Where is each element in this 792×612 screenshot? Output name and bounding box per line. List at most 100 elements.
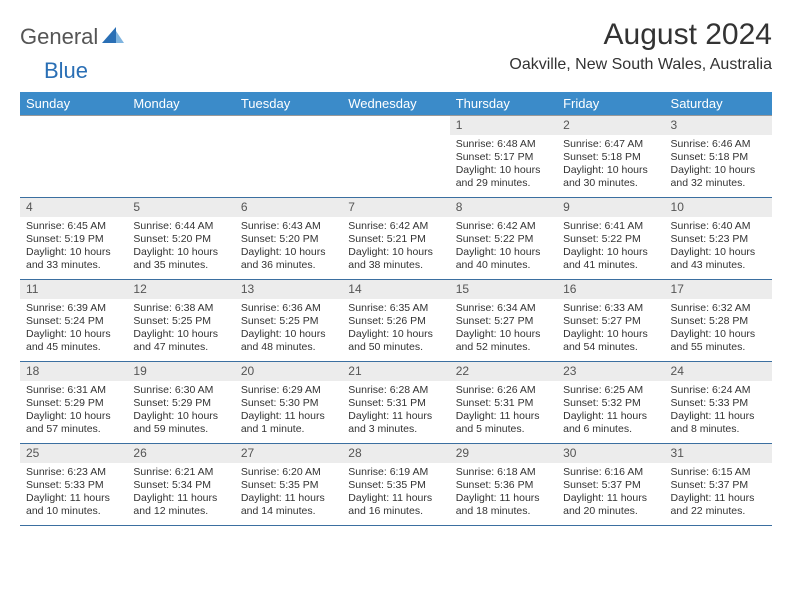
calendar-cell: 22Sunrise: 6:26 AMSunset: 5:31 PMDayligh… <box>450 362 557 444</box>
day-body: Sunrise: 6:39 AMSunset: 5:24 PMDaylight:… <box>20 299 127 359</box>
day-body: Sunrise: 6:21 AMSunset: 5:34 PMDaylight:… <box>127 463 234 523</box>
day-number: 16 <box>557 280 664 299</box>
calendar-cell: 25Sunrise: 6:23 AMSunset: 5:33 PMDayligh… <box>20 444 127 526</box>
day-number: 30 <box>557 444 664 463</box>
calendar-cell: 17Sunrise: 6:32 AMSunset: 5:28 PMDayligh… <box>665 280 772 362</box>
calendar-week-row: 11Sunrise: 6:39 AMSunset: 5:24 PMDayligh… <box>20 280 772 362</box>
calendar-cell: 16Sunrise: 6:33 AMSunset: 5:27 PMDayligh… <box>557 280 664 362</box>
calendar-cell: 28Sunrise: 6:19 AMSunset: 5:35 PMDayligh… <box>342 444 449 526</box>
day-number: 2 <box>557 116 664 135</box>
location: Oakville, New South Wales, Australia <box>509 56 772 74</box>
day-number: 8 <box>450 198 557 217</box>
calendar-cell: 2Sunrise: 6:47 AMSunset: 5:18 PMDaylight… <box>557 116 664 198</box>
calendar-cell: 23Sunrise: 6:25 AMSunset: 5:32 PMDayligh… <box>557 362 664 444</box>
day-body: Sunrise: 6:34 AMSunset: 5:27 PMDaylight:… <box>450 299 557 359</box>
calendar-cell: 30Sunrise: 6:16 AMSunset: 5:37 PMDayligh… <box>557 444 664 526</box>
day-number: 24 <box>665 362 772 381</box>
day-number: 4 <box>20 198 127 217</box>
weekday-header: Friday <box>557 92 664 116</box>
day-body: Sunrise: 6:41 AMSunset: 5:22 PMDaylight:… <box>557 217 664 277</box>
calendar-cell: 26Sunrise: 6:21 AMSunset: 5:34 PMDayligh… <box>127 444 234 526</box>
calendar-cell: 5Sunrise: 6:44 AMSunset: 5:20 PMDaylight… <box>127 198 234 280</box>
calendar-cell: 4Sunrise: 6:45 AMSunset: 5:19 PMDaylight… <box>20 198 127 280</box>
day-number: 15 <box>450 280 557 299</box>
calendar-cell: 29Sunrise: 6:18 AMSunset: 5:36 PMDayligh… <box>450 444 557 526</box>
day-number: 22 <box>450 362 557 381</box>
day-body: Sunrise: 6:40 AMSunset: 5:23 PMDaylight:… <box>665 217 772 277</box>
weekday-header: Tuesday <box>235 92 342 116</box>
calendar-cell: 21Sunrise: 6:28 AMSunset: 5:31 PMDayligh… <box>342 362 449 444</box>
calendar-cell: 19Sunrise: 6:30 AMSunset: 5:29 PMDayligh… <box>127 362 234 444</box>
logo-text-gray: General <box>20 24 98 50</box>
day-body: Sunrise: 6:29 AMSunset: 5:30 PMDaylight:… <box>235 381 342 441</box>
calendar-cell <box>20 116 127 198</box>
day-body: Sunrise: 6:32 AMSunset: 5:28 PMDaylight:… <box>665 299 772 359</box>
calendar-week-row: 1Sunrise: 6:48 AMSunset: 5:17 PMDaylight… <box>20 116 772 198</box>
calendar-cell: 14Sunrise: 6:35 AMSunset: 5:26 PMDayligh… <box>342 280 449 362</box>
calendar-cell: 10Sunrise: 6:40 AMSunset: 5:23 PMDayligh… <box>665 198 772 280</box>
day-number: 17 <box>665 280 772 299</box>
day-number: 26 <box>127 444 234 463</box>
day-number: 14 <box>342 280 449 299</box>
calendar-cell: 13Sunrise: 6:36 AMSunset: 5:25 PMDayligh… <box>235 280 342 362</box>
calendar-body: 1Sunrise: 6:48 AMSunset: 5:17 PMDaylight… <box>20 116 772 526</box>
calendar-week-row: 4Sunrise: 6:45 AMSunset: 5:19 PMDaylight… <box>20 198 772 280</box>
day-number: 11 <box>20 280 127 299</box>
day-body: Sunrise: 6:19 AMSunset: 5:35 PMDaylight:… <box>342 463 449 523</box>
day-body: Sunrise: 6:30 AMSunset: 5:29 PMDaylight:… <box>127 381 234 441</box>
day-number: 5 <box>127 198 234 217</box>
calendar-cell: 24Sunrise: 6:24 AMSunset: 5:33 PMDayligh… <box>665 362 772 444</box>
calendar-cell: 8Sunrise: 6:42 AMSunset: 5:22 PMDaylight… <box>450 198 557 280</box>
calendar-cell: 9Sunrise: 6:41 AMSunset: 5:22 PMDaylight… <box>557 198 664 280</box>
logo: General <box>20 24 126 50</box>
calendar-cell: 7Sunrise: 6:42 AMSunset: 5:21 PMDaylight… <box>342 198 449 280</box>
day-body: Sunrise: 6:28 AMSunset: 5:31 PMDaylight:… <box>342 381 449 441</box>
day-number: 7 <box>342 198 449 217</box>
day-number: 19 <box>127 362 234 381</box>
calendar-week-row: 25Sunrise: 6:23 AMSunset: 5:33 PMDayligh… <box>20 444 772 526</box>
day-body: Sunrise: 6:33 AMSunset: 5:27 PMDaylight:… <box>557 299 664 359</box>
day-body: Sunrise: 6:20 AMSunset: 5:35 PMDaylight:… <box>235 463 342 523</box>
calendar-cell: 3Sunrise: 6:46 AMSunset: 5:18 PMDaylight… <box>665 116 772 198</box>
month-title: August 2024 <box>509 18 772 52</box>
weekday-header: Sunday <box>20 92 127 116</box>
day-body: Sunrise: 6:42 AMSunset: 5:22 PMDaylight:… <box>450 217 557 277</box>
day-number: 27 <box>235 444 342 463</box>
day-number: 28 <box>342 444 449 463</box>
day-number: 13 <box>235 280 342 299</box>
day-number: 3 <box>665 116 772 135</box>
day-number: 12 <box>127 280 234 299</box>
day-number: 6 <box>235 198 342 217</box>
calendar-cell: 27Sunrise: 6:20 AMSunset: 5:35 PMDayligh… <box>235 444 342 526</box>
day-number: 21 <box>342 362 449 381</box>
day-body: Sunrise: 6:38 AMSunset: 5:25 PMDaylight:… <box>127 299 234 359</box>
calendar-cell <box>342 116 449 198</box>
day-body: Sunrise: 6:46 AMSunset: 5:18 PMDaylight:… <box>665 135 772 195</box>
calendar-cell: 15Sunrise: 6:34 AMSunset: 5:27 PMDayligh… <box>450 280 557 362</box>
day-body: Sunrise: 6:45 AMSunset: 5:19 PMDaylight:… <box>20 217 127 277</box>
logo-text-blue: Blue <box>44 58 88 84</box>
day-number: 18 <box>20 362 127 381</box>
day-body: Sunrise: 6:31 AMSunset: 5:29 PMDaylight:… <box>20 381 127 441</box>
day-number: 1 <box>450 116 557 135</box>
calendar-week-row: 18Sunrise: 6:31 AMSunset: 5:29 PMDayligh… <box>20 362 772 444</box>
day-body: Sunrise: 6:48 AMSunset: 5:17 PMDaylight:… <box>450 135 557 195</box>
weekday-header: Thursday <box>450 92 557 116</box>
day-body: Sunrise: 6:43 AMSunset: 5:20 PMDaylight:… <box>235 217 342 277</box>
title-block: August 2024 Oakville, New South Wales, A… <box>509 18 772 74</box>
day-number: 23 <box>557 362 664 381</box>
day-body: Sunrise: 6:47 AMSunset: 5:18 PMDaylight:… <box>557 135 664 195</box>
calendar-cell: 20Sunrise: 6:29 AMSunset: 5:30 PMDayligh… <box>235 362 342 444</box>
calendar-cell: 12Sunrise: 6:38 AMSunset: 5:25 PMDayligh… <box>127 280 234 362</box>
calendar-cell: 1Sunrise: 6:48 AMSunset: 5:17 PMDaylight… <box>450 116 557 198</box>
logo-triangle-icon <box>102 27 124 48</box>
weekday-header: Saturday <box>665 92 772 116</box>
calendar-header: SundayMondayTuesdayWednesdayThursdayFrid… <box>20 92 772 116</box>
day-body: Sunrise: 6:36 AMSunset: 5:25 PMDaylight:… <box>235 299 342 359</box>
calendar-cell: 11Sunrise: 6:39 AMSunset: 5:24 PMDayligh… <box>20 280 127 362</box>
day-body: Sunrise: 6:42 AMSunset: 5:21 PMDaylight:… <box>342 217 449 277</box>
day-number: 10 <box>665 198 772 217</box>
weekday-header: Monday <box>127 92 234 116</box>
day-number: 31 <box>665 444 772 463</box>
calendar-cell: 31Sunrise: 6:15 AMSunset: 5:37 PMDayligh… <box>665 444 772 526</box>
